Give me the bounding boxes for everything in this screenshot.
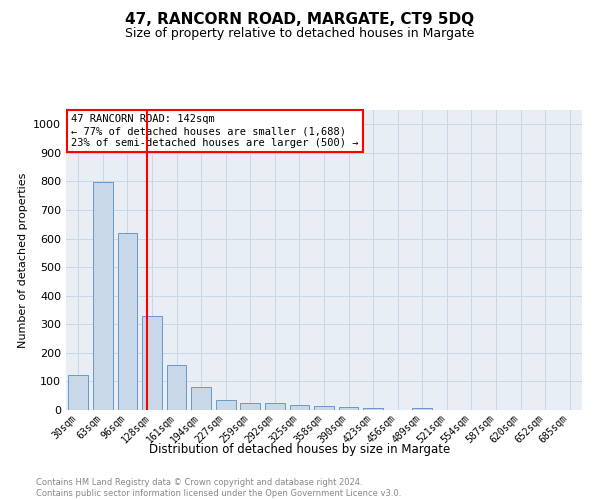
Bar	[364, 408, 383, 410]
Bar	[241, 402, 260, 410]
Bar	[93, 182, 113, 410]
Text: 47 RANCORN ROAD: 142sqm
← 77% of detached houses are smaller (1,688)
23% of semi: 47 RANCORN ROAD: 142sqm ← 77% of detache…	[71, 114, 359, 148]
Bar	[167, 365, 187, 410]
Text: 47, RANCORN ROAD, MARGATE, CT9 5DQ: 47, RANCORN ROAD, MARGATE, CT9 5DQ	[125, 12, 475, 28]
Y-axis label: Number of detached properties: Number of detached properties	[17, 172, 28, 348]
Bar	[68, 375, 88, 410]
Bar	[142, 316, 162, 410]
Text: Contains HM Land Registry data © Crown copyright and database right 2024.
Contai: Contains HM Land Registry data © Crown c…	[36, 478, 401, 498]
Bar	[191, 387, 211, 410]
Bar	[412, 408, 432, 410]
Bar	[339, 408, 358, 410]
Bar	[265, 403, 284, 410]
Bar	[216, 400, 236, 410]
Text: Distribution of detached houses by size in Margate: Distribution of detached houses by size …	[149, 442, 451, 456]
Bar	[118, 232, 137, 410]
Text: Size of property relative to detached houses in Margate: Size of property relative to detached ho…	[125, 28, 475, 40]
Bar	[290, 405, 309, 410]
Bar	[314, 406, 334, 410]
